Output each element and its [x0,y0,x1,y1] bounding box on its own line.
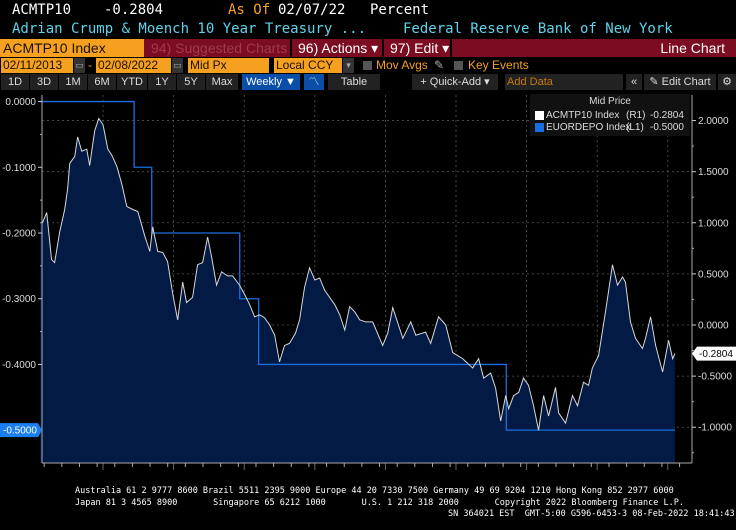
key-events-label: Key Events [468,58,529,72]
edit-menu[interactable]: 97) Edit ▾ [390,40,450,56]
start-date-input[interactable]: 02/11/2013 [1,58,73,73]
right-tick-label: 1.0000 [698,218,729,229]
calendar-icon[interactable]: ▭ [172,58,183,73]
period-button-1y[interactable]: 1Y [148,74,176,90]
chart-type-label: Line Chart [660,40,725,56]
pencil-icon: ✎ [649,76,662,88]
right-tick-label: 0.0000 [698,321,729,332]
acmtp10-area [40,118,675,463]
right-current-label: -0.2804 [699,349,733,360]
end-date-input[interactable]: 02/08/2022 [96,58,171,73]
legend-axis: (R1) [626,110,646,121]
chart: 0.0000 -0.1000 -0.2000 -0.3000 -0.4000 2.0000… [0,95,736,470]
line-chart-icon[interactable]: 〽 [304,74,324,90]
left-tick-label: -0.4000 [2,360,36,371]
legend-label: ACMTP10 Index [546,110,620,121]
calendar-icon[interactable]: ▭ [74,58,85,73]
security-input[interactable]: ACMTP10 Index [0,39,144,57]
mov-avgs-checkbox[interactable] [363,61,372,70]
period-button-6m[interactable]: 6M [88,74,116,90]
pencil-icon[interactable]: ✎ [434,58,445,72]
legend [530,94,690,136]
right-tick-label: 0.5000 [698,269,729,280]
as-of-label: As Of [228,2,271,18]
add-data-input[interactable]: Add Data [505,74,623,90]
collapse-button[interactable]: « [626,74,642,90]
footer-contacts-2: Japan 81 3 4565 8900 Singapore 65 6212 1… [75,498,684,508]
chevron-down-icon[interactable]: ▾ [343,58,354,73]
actions-menu[interactable]: 96) Actions ▾ [298,40,379,56]
period-button-3d[interactable]: 3D [30,74,58,90]
left-current-label: -0.5000 [3,426,37,437]
left-tick-label: -0.3000 [2,294,36,305]
right-tick-label: -1.0000 [698,423,732,434]
period-button-max[interactable]: Max [206,74,238,90]
legend-axis: (L1) [626,122,644,133]
left-tick-label: -0.1000 [2,163,36,174]
key-events-checkbox[interactable] [454,61,463,70]
mov-avgs-label: Mov Avgs [376,58,428,72]
edit-chart-button[interactable]: ✎ Edit Chart [644,74,716,90]
date-separator: - [88,58,92,72]
left-tick-label: 0.0000 [5,97,36,108]
footer-contacts-1: Australia 61 2 9777 8600 Brazil 5511 239… [75,486,674,496]
period-button-ytd[interactable]: YTD [117,74,147,90]
legend-swatch [535,123,544,132]
source: Federal Reserve Bank of New York [403,21,673,37]
period-button-1d[interactable]: 1D [1,74,29,90]
acmtp10-line [40,117,676,431]
euordepo-step-line [40,100,675,431]
as-of-date: 02/07/22 [278,2,346,18]
legend-value: -0.2804 [650,110,684,121]
table-button[interactable]: Table [328,74,380,90]
right-current-marker [692,346,736,361]
gear-icon[interactable]: ⚙ [718,74,736,90]
right-tick-label: 2.0000 [698,116,729,127]
right-tick-label: -0.5000 [698,372,732,383]
legend-title: Mid Price [589,96,631,107]
period-button-5y[interactable]: 5Y [177,74,205,90]
description: Adrian Crump & Moench 10 Year Treasury .… [12,21,367,37]
units: Percent [370,2,430,18]
period-button-1m[interactable]: 1M [59,74,87,90]
left-tick-label: -0.2000 [2,229,36,240]
footer-session: SN 364021 EST GMT-5:00 G596-6453-3 08-Fe… [448,509,735,519]
legend-label: EUORDEPO Index [546,122,631,133]
left-current-marker [0,423,42,438]
last-value: -0.2804 [104,2,164,18]
edit-chart-label: Edit Chart [661,76,711,88]
ticker: ACMTP10 [12,2,72,18]
price-field-select[interactable]: Mid Px [188,58,269,73]
legend-value: -0.5000 [650,122,684,133]
frequency-select[interactable]: Weekly ▼ [242,74,300,90]
quick-add-button[interactable]: + Quick-Add ▾ [412,74,498,90]
suggested-charts-button[interactable]: 94) Suggested Charts [151,40,288,56]
legend-swatch [535,111,544,120]
currency-select[interactable]: Local CCY [274,58,342,73]
right-tick-label: 1.5000 [698,167,729,178]
toolbar [0,39,736,57]
